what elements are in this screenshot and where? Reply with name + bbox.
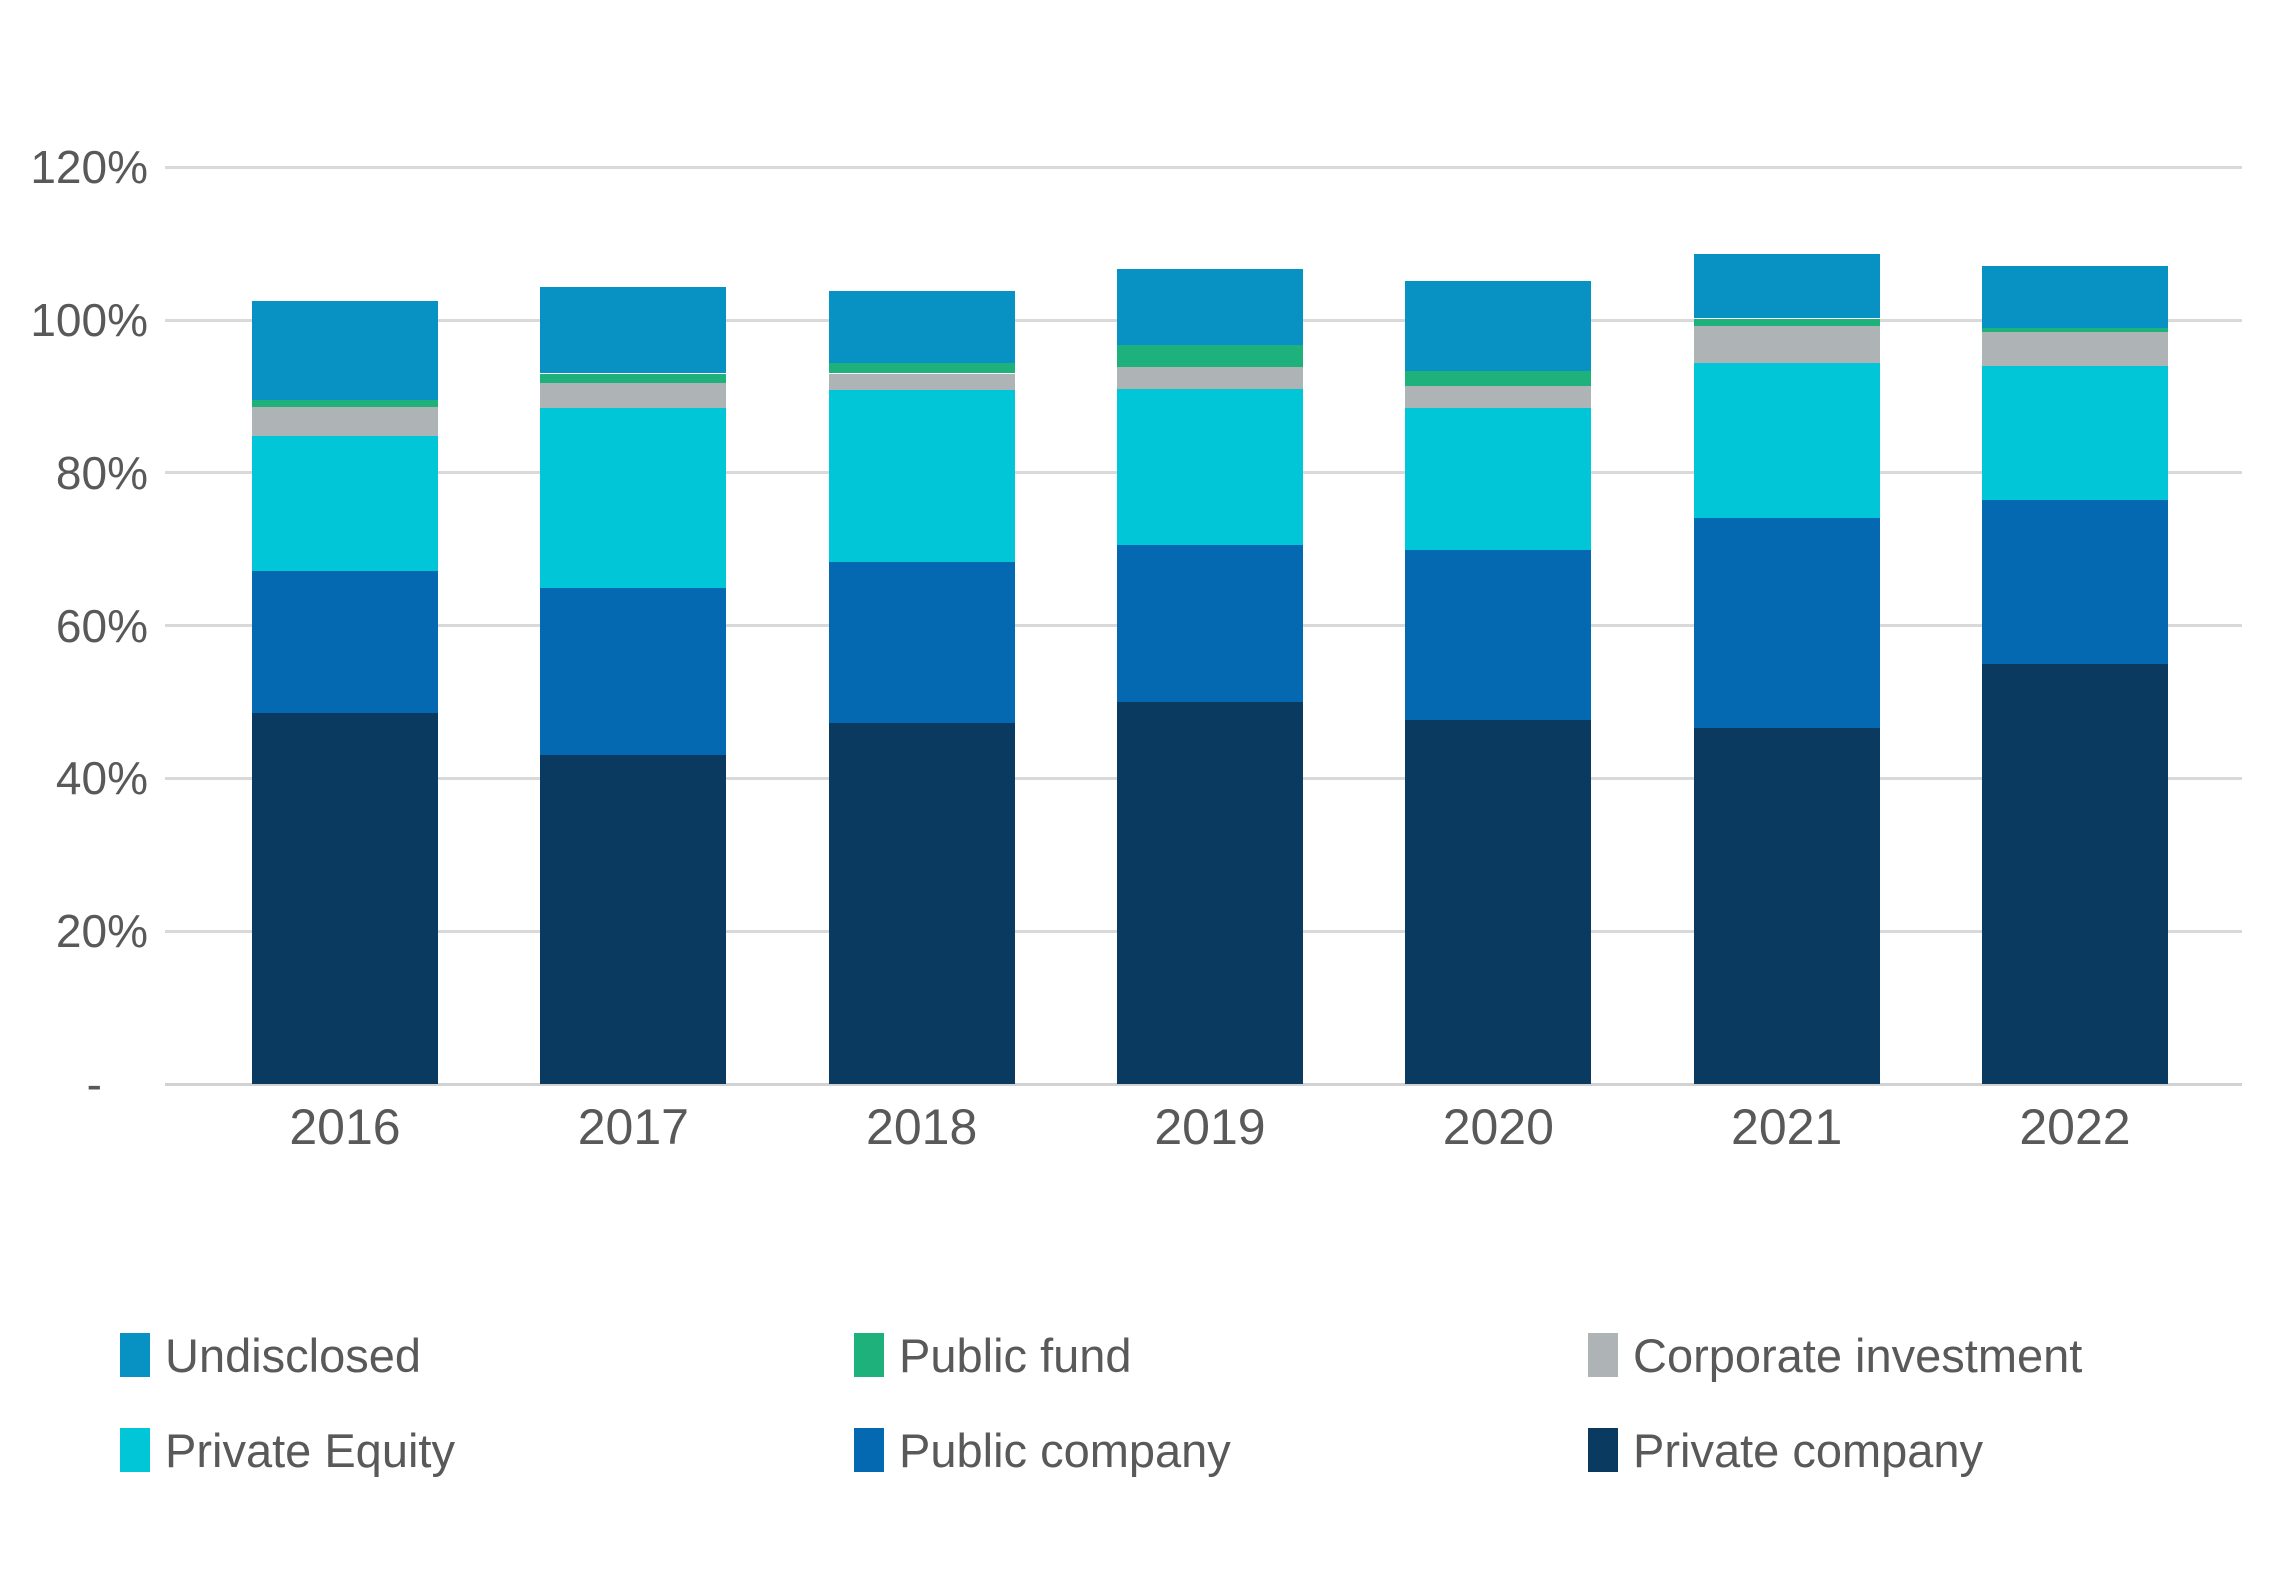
y-axis-tick-label: 120% xyxy=(30,141,148,194)
legend-label: Corporate investment xyxy=(1633,1328,2083,1382)
bar-segment-2020-private-company xyxy=(1405,719,1592,1084)
gridline-0 xyxy=(165,1082,2242,1086)
bar-segment-2016-corporate-investment xyxy=(252,407,438,437)
bar-2020 xyxy=(1405,0,1592,1084)
bar-segment-2021-corporate-investment xyxy=(1693,326,1880,363)
bar-2017 xyxy=(540,0,727,1084)
y-axis-tick-label: 100% xyxy=(30,294,148,346)
y-axis-tick-label: 80% xyxy=(55,446,148,499)
y-axis-tick-label: 60% xyxy=(55,599,148,652)
legend-swatch-icon xyxy=(854,1333,884,1377)
legend-label: Private Equity xyxy=(165,1423,455,1477)
bar-segment-2022-undisclosed xyxy=(1981,265,2168,328)
bar-segment-2022-private-company xyxy=(1981,663,2168,1084)
bar-segment-2018-corporate-investment xyxy=(828,373,1015,390)
x-axis-tick-label-2021: 2021 xyxy=(1731,1099,1843,1155)
legend-swatch-icon xyxy=(854,1428,884,1472)
bar-segment-2016-public-fund xyxy=(252,400,438,408)
bar-segment-2018-undisclosed xyxy=(828,290,1015,363)
bar-segment-2016-private-company xyxy=(252,712,438,1084)
bar-2021 xyxy=(1693,0,1880,1084)
bar-segment-2022-corporate-investment xyxy=(1981,332,2168,366)
bar-segment-2017-public-company xyxy=(540,588,727,756)
legend-label: Private company xyxy=(1633,1423,1984,1477)
bar-segment-2019-private-equity xyxy=(1116,388,1303,545)
bar-segment-2018-public-company xyxy=(828,562,1015,724)
bar-segment-2021-private-company xyxy=(1693,727,1880,1084)
gridline-120 xyxy=(165,165,2242,169)
x-axis-tick-label-2019: 2019 xyxy=(1154,1099,1266,1155)
bar-segment-2021-undisclosed xyxy=(1693,253,1880,319)
x-axis-tick-label-2020: 2020 xyxy=(1442,1099,1554,1155)
bar-segment-2022-private-equity xyxy=(1981,365,2168,500)
bar-segment-2017-private-equity xyxy=(540,407,727,589)
bar-2016 xyxy=(252,0,438,1084)
x-axis-tick-label-2016: 2016 xyxy=(289,1099,401,1155)
legend-item-public-fund: Public fund xyxy=(854,1327,1132,1383)
bar-segment-2017-public-fund xyxy=(540,373,727,383)
bar-segment-2020-undisclosed xyxy=(1405,281,1592,372)
bar-segment-2018-private-equity xyxy=(828,389,1015,563)
legend-swatch-icon xyxy=(120,1428,150,1472)
legend-label: Undisclosed xyxy=(165,1328,422,1382)
bar-2022 xyxy=(1981,0,2168,1084)
bar-segment-2016-public-company xyxy=(252,570,438,713)
bar-segment-2020-corporate-investment xyxy=(1405,385,1592,408)
bar-segment-2018-public-fund xyxy=(828,362,1015,374)
legend-label: Public fund xyxy=(899,1328,1132,1382)
bar-segment-2018-private-company xyxy=(828,723,1015,1084)
bar-segment-2019-private-company xyxy=(1116,702,1303,1084)
legend-item-private-company: Private company xyxy=(1588,1422,1983,1478)
bar-segment-2020-public-company xyxy=(1405,549,1592,720)
bar-2018 xyxy=(828,0,1015,1084)
y-axis-tick-label: 20% xyxy=(55,905,148,958)
y-axis-tick-label: - xyxy=(86,1058,102,1110)
legend-item-public-company: Public company xyxy=(854,1422,1231,1478)
legend-item-corporate-investment: Corporate investment xyxy=(1588,1327,2082,1383)
bar-segment-2019-public-company xyxy=(1116,544,1303,702)
bar-segment-2017-corporate-investment xyxy=(540,382,727,408)
bar-segment-2017-private-company xyxy=(540,755,727,1084)
bar-segment-2021-public-fund xyxy=(1693,318,1880,327)
bar-segment-2019-undisclosed xyxy=(1116,268,1303,346)
bar-segment-2020-private-equity xyxy=(1405,407,1592,550)
bar-2019 xyxy=(1116,0,1303,1084)
bar-segment-2017-undisclosed xyxy=(540,287,727,374)
bar-segment-2021-private-equity xyxy=(1693,362,1880,518)
bar-segment-2019-corporate-investment xyxy=(1116,367,1303,389)
bar-segment-2019-public-fund xyxy=(1116,345,1303,368)
legend-swatch-icon xyxy=(1588,1333,1618,1377)
bar-segment-2021-public-company xyxy=(1693,517,1880,728)
legend-item-private-equity: Private Equity xyxy=(120,1422,455,1478)
bar-segment-2022-public-company xyxy=(1981,499,2168,664)
legend-swatch-icon xyxy=(120,1333,150,1377)
bar-segment-2016-undisclosed xyxy=(252,300,438,401)
bar-segment-2016-private-equity xyxy=(252,436,438,571)
x-axis-tick-label-2022: 2022 xyxy=(2019,1099,2131,1155)
legend-label: Public company xyxy=(899,1423,1231,1477)
x-axis-tick-label-2017: 2017 xyxy=(577,1099,689,1155)
bar-segment-2022-public-fund xyxy=(1981,327,2168,333)
legend-item-undisclosed: Undisclosed xyxy=(120,1327,421,1383)
legend-swatch-icon xyxy=(1588,1428,1618,1472)
bar-segment-2020-public-fund xyxy=(1405,371,1592,386)
x-axis-tick-label-2018: 2018 xyxy=(866,1099,978,1155)
y-axis-tick-label: 40% xyxy=(55,752,148,805)
